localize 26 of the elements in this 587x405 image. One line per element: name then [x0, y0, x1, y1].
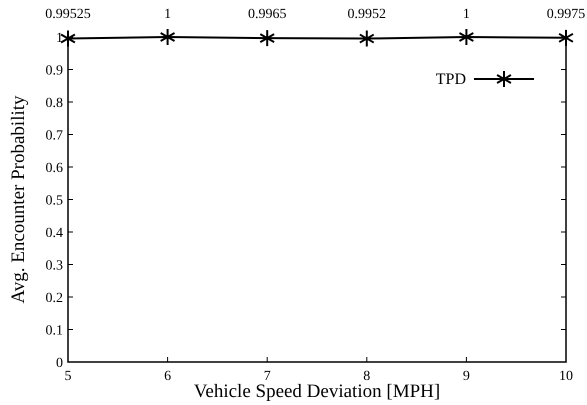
- x-tick-label: 5: [64, 369, 72, 384]
- y-tick-label: 0.3: [46, 258, 63, 274]
- y-tick-label: 0.1: [46, 324, 63, 338]
- data-label: 0.9952: [348, 7, 386, 22]
- y-axis-title: Avg. Encounter Probability: [8, 94, 29, 304]
- legend-label: TPD: [436, 71, 466, 88]
- y-tick-label: 0.9: [46, 64, 63, 78]
- x-tick-label: 10: [559, 369, 573, 384]
- y-tick-label: 0.6: [46, 161, 63, 176]
- x-tick-label: 6: [164, 369, 172, 384]
- data-label: 1: [164, 7, 172, 22]
- data-label: 0.99525: [45, 7, 91, 22]
- x-axis-title: Vehicle Speed Deviation [MPH]: [194, 381, 440, 402]
- data-label: 0.9975: [546, 7, 586, 22]
- y-tick-label: 0.5: [46, 194, 63, 208]
- x-tick-label: 8: [363, 369, 370, 384]
- y-tick-label: 0: [56, 356, 63, 371]
- data-label: 0.9965: [248, 7, 286, 22]
- y-tick-label: 0.2: [46, 291, 63, 306]
- x-tick-label: 7: [264, 369, 271, 384]
- data-label: 1: [462, 7, 470, 22]
- x-tick-label: 9: [462, 369, 470, 384]
- y-tick-label: 1: [56, 31, 63, 46]
- y-tick-label: 0.8: [46, 96, 63, 111]
- y-tick-label: 0.4: [46, 226, 63, 241]
- y-tick-label: 0.7: [46, 128, 63, 144]
